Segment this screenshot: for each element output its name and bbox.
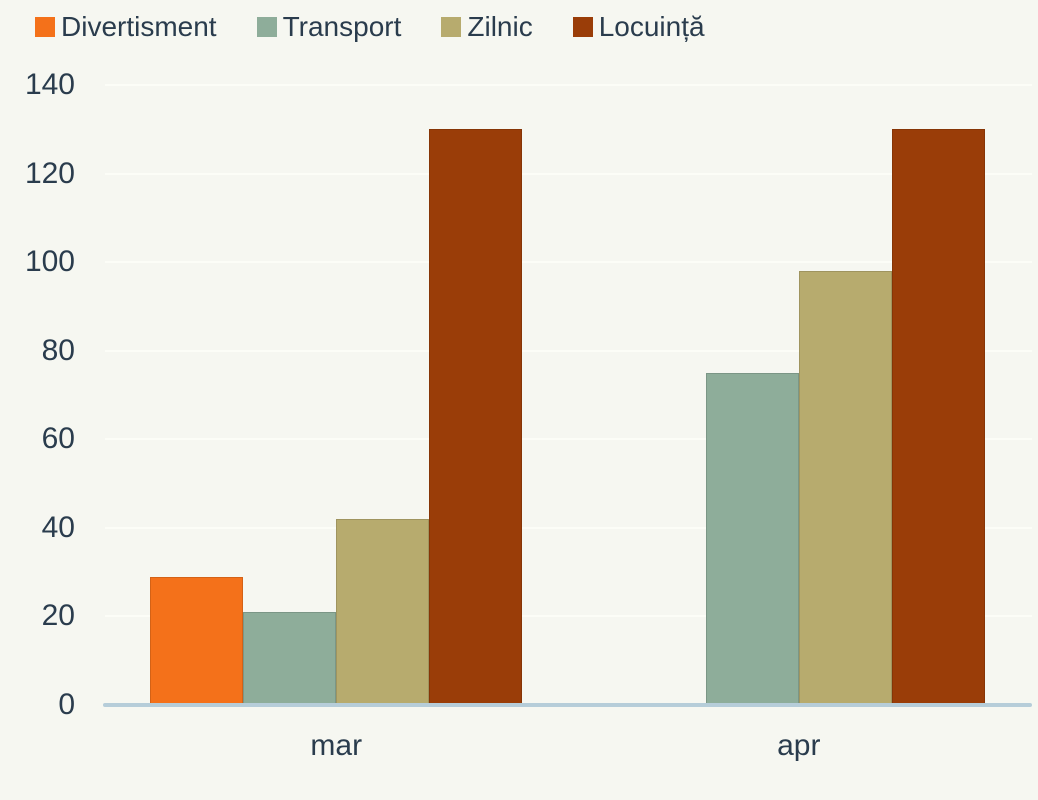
y-tick-label: 60 [41, 422, 75, 456]
y-tick-label: 40 [41, 510, 75, 544]
bar-slot-transport-mar [243, 85, 337, 705]
x-axis-label-mar: mar [310, 729, 363, 762]
bar-divertisment-mar [150, 576, 244, 705]
legend-label: Transport [282, 11, 402, 42]
y-tick-label: 140 [24, 68, 75, 101]
gridline [105, 84, 1032, 86]
legend-swatch-icon [256, 17, 277, 37]
bar-zilnic-apr [798, 271, 892, 705]
y-tick-label: 120 [24, 156, 75, 190]
gridline [105, 615, 1032, 618]
y-tick-label: 0 [58, 688, 75, 721]
legend-item-locuint-a: Locuință [572, 11, 705, 42]
legend-swatch-icon [35, 17, 55, 37]
bar-slot-zilnic-mar [336, 85, 430, 705]
legend-label: Divertisment [61, 11, 217, 42]
y-tick-label: 100 [24, 245, 75, 279]
gridline [105, 172, 1032, 175]
bar-transport-mar [243, 612, 337, 705]
bar-transport-apr [705, 372, 799, 705]
gridline [105, 261, 1032, 264]
legend-item-transport: Transport [256, 11, 402, 42]
gridline [105, 438, 1032, 441]
bar-locuint-a-apr [891, 129, 985, 705]
legend-swatch-icon [572, 17, 593, 37]
bar-locuint-a-mar [429, 129, 523, 705]
legend-item-divertisment: Divertisment [35, 12, 217, 42]
legend-swatch-icon [441, 17, 462, 37]
chart-legend: Divertisment Transport Zilnic Locuință [35, 12, 705, 42]
bar-zilnic-mar [336, 519, 430, 705]
bar-slot-locuint-a-mar [429, 85, 523, 705]
legend-label: Zilnic [467, 11, 533, 42]
gridline [105, 526, 1032, 529]
legend-item-zilnic: Zilnic [441, 11, 533, 42]
bar-slot-divertisment-mar [150, 85, 244, 705]
bar-slot-divertisment-apr [613, 85, 706, 705]
x-axis-label-apr: apr [777, 729, 821, 762]
category-band-apr: apr [568, 85, 1031, 762]
plot-area: 0 20 40 60 80 100 120 140 mar apr [25, 68, 1032, 762]
x-axis-baseline [103, 703, 1032, 707]
category-band-mar: mar [105, 85, 568, 762]
bar-slot-transport-apr [705, 85, 799, 705]
bar-slot-locuint-a-apr [891, 85, 985, 705]
bar-slot-zilnic-apr [798, 85, 892, 705]
gridline [105, 349, 1032, 352]
y-tick-label: 20 [41, 599, 75, 633]
legend-label: Locuință [598, 11, 705, 42]
y-tick-label: 80 [41, 333, 75, 367]
